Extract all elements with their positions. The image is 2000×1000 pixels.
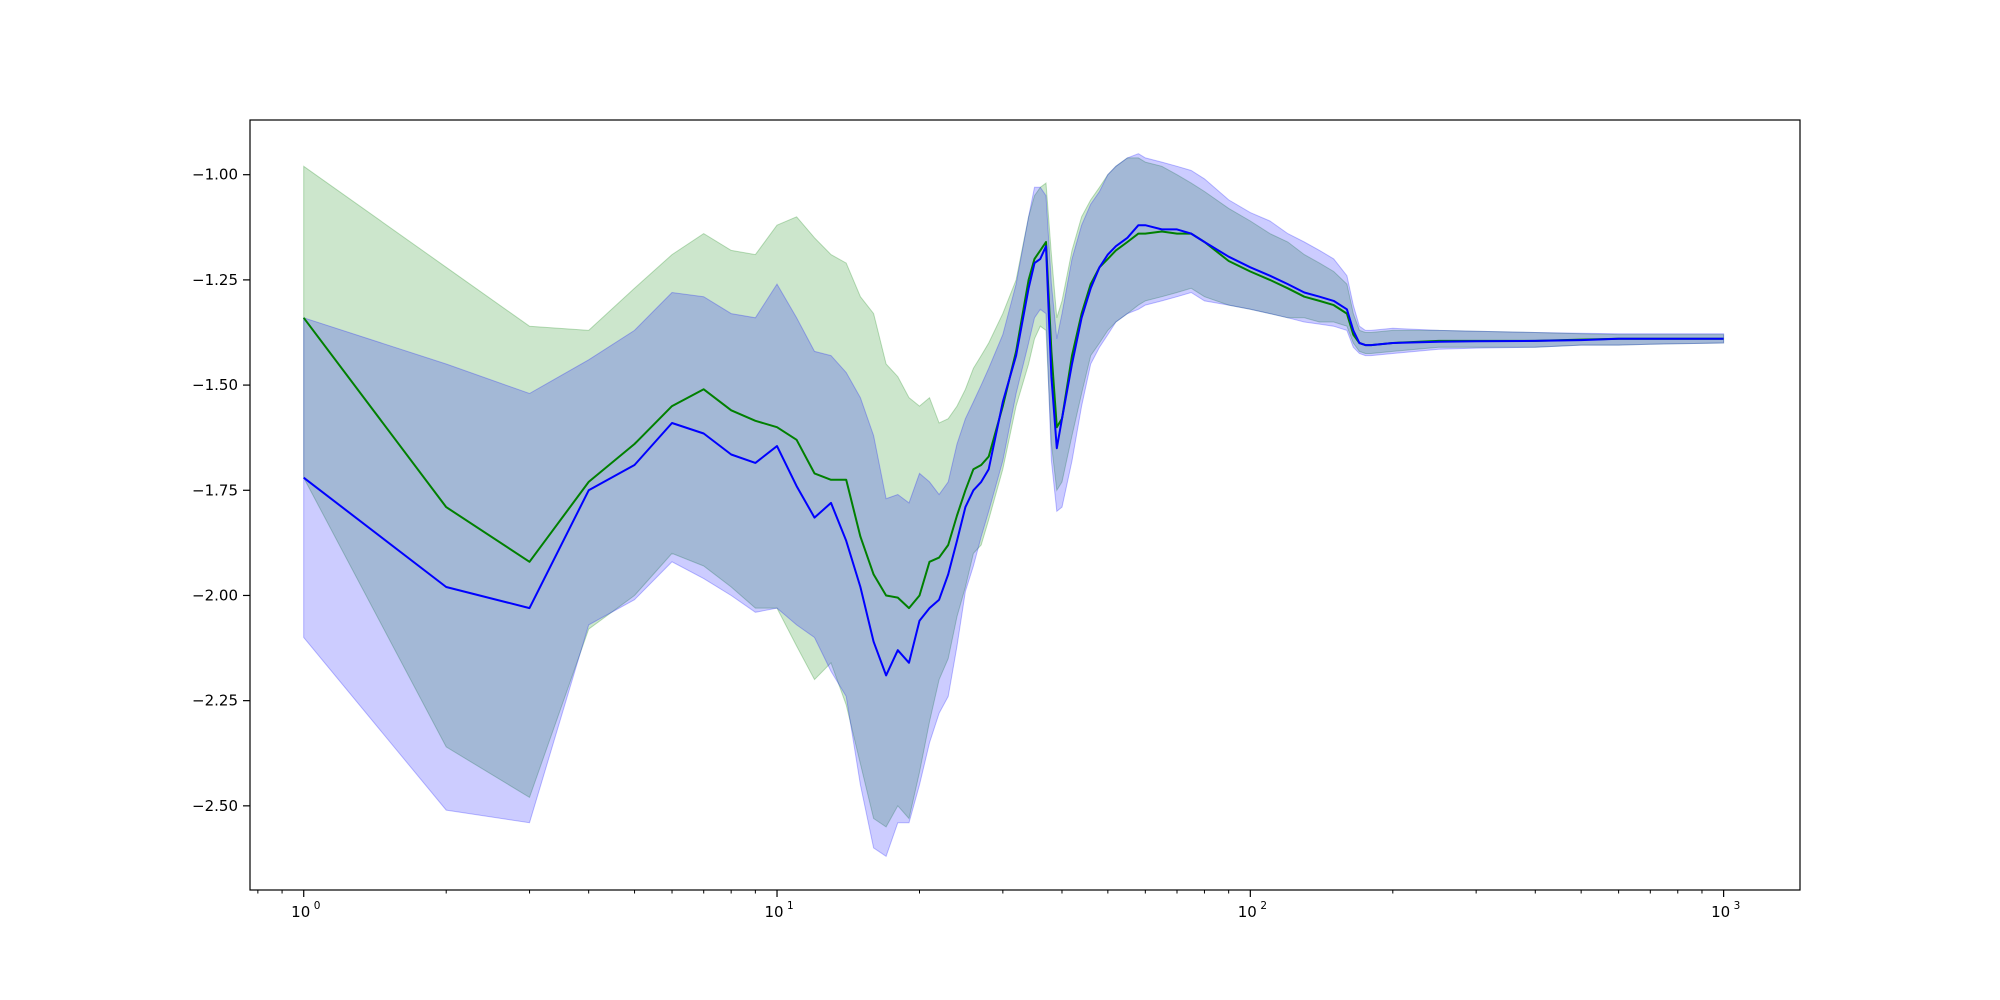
y-axis-ticks: −1.00 −1.25 −1.50 −1.75 −2.00 −2.25 −2.50 [192, 166, 250, 815]
y-tick-label: −2.50 [192, 797, 238, 815]
y-tick-label: −2.25 [192, 692, 238, 710]
series-2-band [303, 153, 1725, 858]
y-tick-label: −1.50 [192, 376, 238, 394]
x-tick-label-exponent: 0 [314, 900, 321, 912]
x-tick-label: 10 [764, 903, 783, 921]
y-tick-label: −1.75 [192, 481, 238, 499]
x-tick-label: 10 [291, 903, 310, 921]
confidence-bands [303, 153, 1725, 858]
y-tick-label: −2.00 [192, 586, 238, 604]
series-2-line [303, 224, 1724, 677]
x-tick-label: 10 [1711, 903, 1730, 921]
series-lines [302, 224, 1724, 677]
x-tick-label-exponent: 1 [787, 900, 794, 912]
y-tick-label: −1.00 [192, 166, 238, 184]
plot-frame [249, 119, 1801, 891]
y-tick-label: −1.25 [192, 271, 238, 289]
x-tick-label: 10 [1238, 903, 1257, 921]
x-tick-label-exponent: 3 [1734, 900, 1741, 912]
series-1-band [303, 157, 1725, 828]
x-tick-label-exponent: 2 [1260, 900, 1267, 912]
